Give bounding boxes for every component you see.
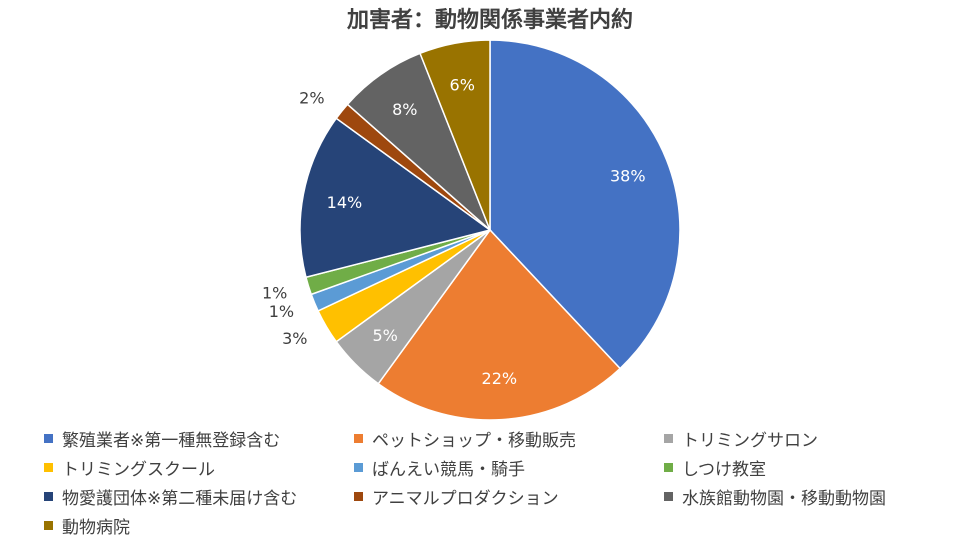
legend-label: 物愛護団体※第二種未届け含む bbox=[62, 488, 298, 509]
legend-swatch bbox=[354, 462, 363, 472]
slice-label-0: 38% bbox=[610, 166, 646, 185]
legend-swatch bbox=[44, 462, 53, 472]
legend-item: ばんえい競馬・騎手 bbox=[354, 455, 664, 480]
legend: 繁殖業者※第一種無登録含む ペットショップ・移動販売 トリミングサロントリミングスク… bbox=[44, 426, 944, 538]
slice-label-5: 1% bbox=[262, 283, 287, 302]
legend-item: 物愛護団体※第二種未届け含む bbox=[44, 484, 354, 509]
legend-swatch bbox=[44, 520, 53, 530]
slice-label-8: 8% bbox=[392, 100, 417, 119]
legend-label: トリミングサロン bbox=[682, 430, 818, 451]
legend-item: トリミングサロン bbox=[664, 426, 944, 451]
pie-slice-6 bbox=[299, 117, 492, 279]
legend-label: トリミングスクール bbox=[62, 459, 215, 480]
pie-slice-1 bbox=[377, 228, 622, 421]
legend-swatch bbox=[354, 433, 363, 443]
legend-label: ばんえい競馬・騎手 bbox=[372, 459, 525, 480]
slice-label-6: 14% bbox=[327, 193, 363, 212]
slice-label-4: 1% bbox=[269, 302, 294, 321]
legend-swatch bbox=[354, 491, 363, 501]
slice-label-3: 3% bbox=[282, 329, 307, 348]
slice-label-1: 22% bbox=[482, 369, 518, 388]
legend-item: 動物病院 bbox=[44, 513, 354, 538]
pie-slice-0 bbox=[489, 39, 681, 370]
legend-label: アニマルプロダクション bbox=[372, 488, 559, 509]
slice-label-9: 6% bbox=[450, 75, 475, 94]
legend-label: しつけ教室 bbox=[682, 459, 766, 480]
legend-item: ペットショップ・移動販売 bbox=[354, 426, 664, 451]
legend-swatch bbox=[664, 433, 673, 443]
legend-label: 動物病院 bbox=[62, 517, 130, 538]
legend-item: 繁殖業者※第一種無登録含む bbox=[44, 426, 354, 451]
slice-label-2: 5% bbox=[373, 326, 398, 345]
legend-swatch bbox=[664, 462, 673, 472]
legend-label: 水族館動物園・移動動物園 bbox=[682, 488, 886, 509]
legend-label: ペットショップ・移動販売 bbox=[372, 430, 576, 451]
slice-label-7: 2% bbox=[299, 88, 324, 107]
legend-label: 繁殖業者※第一種無登録含む bbox=[62, 430, 281, 451]
legend-item: しつけ教室 bbox=[664, 455, 944, 480]
legend-swatch bbox=[664, 491, 673, 501]
legend-item: 水族館動物園・移動動物園 bbox=[664, 484, 944, 509]
pie-chart: 38% 22% 5% 3% 1%1% 14% 2% 8% 6% bbox=[262, 39, 681, 421]
legend-item: アニマルプロダクション bbox=[354, 484, 664, 509]
chart-title: 加害者：動物関係事業者内約 bbox=[346, 8, 633, 33]
pie-slice-9 bbox=[419, 39, 491, 231]
legend-swatch bbox=[44, 491, 53, 501]
legend-swatch bbox=[44, 433, 53, 443]
legend-item: トリミングスクール bbox=[44, 455, 354, 480]
